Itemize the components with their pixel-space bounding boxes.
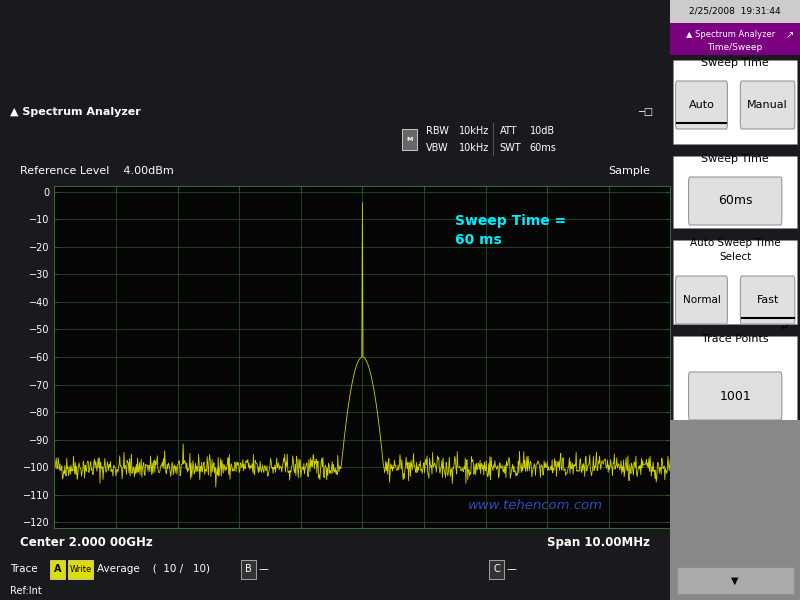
FancyBboxPatch shape [675,81,727,129]
Text: ATT: ATT [499,126,517,136]
Text: —: — [258,565,269,574]
Bar [670,420,800,600]
Bar [673,156,798,228]
FancyBboxPatch shape [689,372,782,420]
Text: Reference Level    4.00dBm: Reference Level 4.00dBm [20,166,174,176]
Text: Sweep Time =
60 ms: Sweep Time = 60 ms [455,214,566,247]
Bar [50,560,65,579]
Bar [673,336,798,420]
FancyBboxPatch shape [689,177,782,225]
Bar [677,567,794,594]
Text: Sweep Time: Sweep Time [702,154,769,164]
Text: RBW: RBW [426,126,449,136]
Text: A: A [54,565,62,574]
Text: ─□: ─□ [638,107,654,116]
Text: 60ms: 60ms [530,143,557,153]
Text: M: M [406,137,413,142]
FancyBboxPatch shape [675,276,727,324]
Text: ↵: ↵ [780,323,789,333]
Text: Sweep Time: Sweep Time [702,58,769,68]
Text: SWT: SWT [499,143,521,153]
Bar [670,23,800,55]
Text: ▲ Spectrum Analyzer: ▲ Spectrum Analyzer [10,107,141,116]
Text: Auto Sweep Time: Auto Sweep Time [690,238,781,248]
Text: Write: Write [70,565,91,574]
Text: ↗: ↗ [786,30,794,40]
Text: Sample: Sample [609,166,650,176]
Text: Time/Sweep: Time/Sweep [707,43,763,52]
Text: www.tehencom.com: www.tehencom.com [467,499,602,512]
Text: Trace: Trace [10,565,38,574]
Text: ▲ Spectrum Analyzer: ▲ Spectrum Analyzer [686,31,775,40]
Text: Normal: Normal [682,295,721,305]
Text: Average    (  10 /   10): Average ( 10 / 10) [98,565,210,574]
Bar [490,560,504,579]
Text: Ref:Int: Ref:Int [10,586,42,596]
Text: Center 2.000 00GHz: Center 2.000 00GHz [20,536,153,549]
Text: 10dB: 10dB [530,126,554,136]
Bar [673,60,798,144]
Text: B: B [246,565,252,574]
Bar [68,560,93,579]
Text: 1001: 1001 [719,389,751,403]
Text: Auto: Auto [689,100,714,110]
Text: Span 10.00MHz: Span 10.00MHz [547,536,650,549]
Text: 10kHz: 10kHz [459,143,490,153]
Bar [402,129,417,150]
Text: 2/25/2008  19:31:44: 2/25/2008 19:31:44 [690,7,781,16]
Text: VBW: VBW [426,143,448,153]
Text: —: — [507,565,517,574]
Text: 10kHz: 10kHz [459,126,490,136]
Text: 60ms: 60ms [718,194,753,208]
Text: ▼: ▼ [731,576,739,586]
Text: Trace Points: Trace Points [702,334,769,344]
Text: Select: Select [719,252,751,262]
FancyBboxPatch shape [740,276,795,324]
Bar [673,240,798,324]
FancyBboxPatch shape [740,81,795,129]
Text: Fast: Fast [757,295,778,305]
Bar [242,560,256,579]
Text: Manual: Manual [747,100,788,110]
Text: C: C [494,565,500,574]
Bar [670,0,800,23]
